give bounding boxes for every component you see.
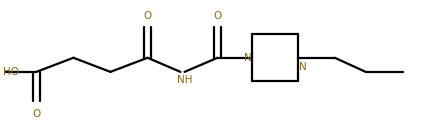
Text: N: N [298, 62, 306, 72]
Text: N: N [243, 53, 251, 63]
Text: O: O [143, 11, 151, 21]
Text: O: O [32, 109, 40, 119]
Text: O: O [213, 11, 221, 21]
Text: NH: NH [176, 75, 192, 85]
Text: HO: HO [3, 67, 20, 77]
